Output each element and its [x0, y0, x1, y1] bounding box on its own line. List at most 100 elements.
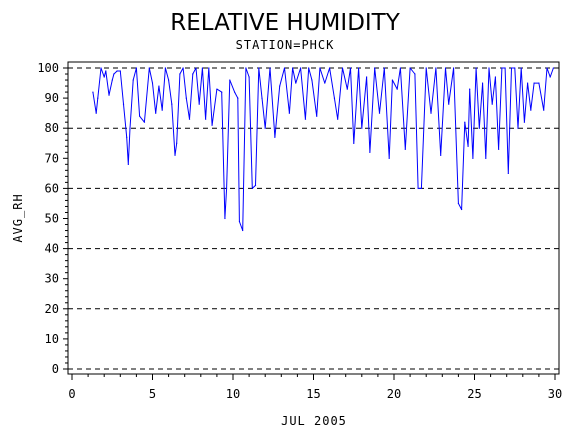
data-point [341, 67, 344, 69]
data-point [288, 112, 290, 114]
data-point [108, 94, 110, 96]
data-point [179, 73, 181, 75]
data-point [498, 148, 500, 150]
y-tick-label: 80 [45, 121, 59, 135]
data-point [316, 115, 318, 117]
data-point [481, 82, 484, 84]
data-point [357, 67, 360, 69]
x-tick-label: 25 [467, 387, 481, 401]
y-axis-label: AVG_RH [11, 193, 25, 242]
data-point [308, 67, 310, 69]
data-point [176, 142, 178, 144]
x-tick-label: 15 [306, 387, 320, 401]
data-point [119, 70, 121, 72]
data-point [383, 67, 385, 69]
data-point [517, 127, 519, 129]
y-tick-label: 100 [37, 61, 59, 75]
data-point [478, 127, 480, 129]
data-point [319, 67, 321, 69]
data-point [337, 118, 339, 120]
data-point [100, 67, 102, 69]
y-axis: 0 10 20 30 40 50 60 70 80 90 100 [37, 61, 68, 376]
y-tick-label: 90 [45, 91, 59, 105]
y-tick-label: 20 [45, 302, 59, 316]
data-point [510, 67, 513, 69]
data-point [501, 67, 503, 69]
chart-subtitle: STATION=PHCK [236, 38, 335, 52]
data-point [461, 208, 463, 211]
data-point [279, 85, 281, 87]
data-point [329, 67, 331, 69]
y-tick-label: 50 [45, 212, 59, 226]
data-point [324, 82, 326, 84]
data-point [211, 124, 213, 126]
data-point [224, 217, 226, 220]
data-point [488, 67, 490, 69]
data-point [464, 121, 466, 123]
series-line [92, 67, 554, 231]
data-point [198, 103, 200, 105]
data-point [349, 67, 352, 69]
data-point [283, 67, 286, 69]
data-point [192, 73, 194, 75]
y-tick-label: 0 [52, 362, 59, 376]
x-tick-label: 30 [548, 387, 562, 401]
data-point [333, 97, 336, 99]
data-point [504, 67, 506, 69]
data-point [444, 67, 447, 69]
data-point [494, 76, 497, 78]
data-point [543, 109, 545, 111]
data-point [378, 112, 381, 114]
x-axis: 0 5 10 15 20 25 30 [68, 374, 562, 401]
data-point [514, 67, 516, 69]
data-point [269, 67, 271, 69]
data-point [527, 82, 529, 84]
data-point [425, 67, 427, 69]
data-point [148, 67, 150, 69]
data-point [417, 187, 419, 189]
data-point [254, 184, 257, 186]
data-point [369, 151, 371, 153]
data-point [234, 91, 236, 93]
data-point [97, 97, 99, 99]
data-point [396, 88, 398, 90]
data-point [168, 79, 170, 81]
data-point [538, 82, 540, 84]
data-point [158, 85, 160, 87]
data-point [95, 112, 97, 114]
data-point [238, 220, 241, 223]
data-point [533, 82, 535, 84]
data-point [311, 79, 313, 81]
data-point [361, 127, 363, 129]
data-point [139, 115, 141, 117]
data-point [155, 112, 157, 114]
data-point [208, 67, 210, 69]
data-point [404, 148, 406, 150]
data-point [448, 103, 450, 105]
y-tick-label: 30 [45, 272, 59, 286]
data-point [430, 112, 432, 114]
data-point [237, 97, 239, 99]
chart-title: RELATIVE HUMIDITY [170, 10, 401, 36]
data-point [258, 67, 260, 69]
data-point [205, 118, 207, 120]
data-point [391, 79, 393, 81]
data-point [491, 103, 493, 105]
data-point [469, 88, 471, 90]
data-point [174, 154, 176, 156]
data-point [346, 88, 348, 90]
data-point [440, 154, 442, 156]
data-point [399, 67, 402, 69]
data-point [127, 163, 129, 165]
data-point [129, 127, 131, 129]
data-point [366, 76, 368, 78]
data-point [414, 73, 416, 75]
y-tick-label: 70 [45, 151, 59, 165]
data-point [388, 157, 390, 159]
data-point [374, 67, 376, 69]
data-point [116, 70, 118, 72]
data-point [295, 82, 297, 84]
data-point [472, 157, 474, 159]
data-point [122, 103, 125, 105]
